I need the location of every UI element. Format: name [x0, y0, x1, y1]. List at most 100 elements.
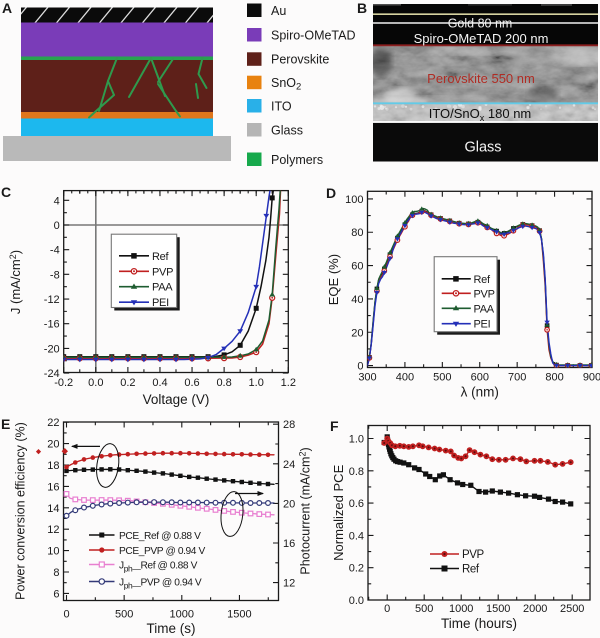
- svg-text:0: 0: [63, 609, 69, 621]
- svg-text:Ref: Ref: [152, 251, 169, 263]
- svg-text:4: 4: [54, 195, 60, 207]
- svg-text:F: F: [330, 418, 339, 434]
- svg-text:Photocurrent (mA/cm2): Photocurrent (mA/cm2): [298, 447, 313, 574]
- svg-text:6: 6: [53, 588, 59, 600]
- svg-text:0.8: 0.8: [349, 466, 364, 478]
- svg-text:0.0: 0.0: [88, 377, 103, 389]
- svg-text:300: 300: [358, 372, 376, 384]
- svg-text:Time (s): Time (s): [147, 621, 196, 636]
- svg-text:PAA: PAA: [152, 282, 173, 294]
- svg-text:1.0: 1.0: [349, 434, 364, 446]
- svg-text:1.2: 1.2: [281, 377, 296, 389]
- svg-text:PVP: PVP: [474, 288, 495, 300]
- svg-text:C: C: [1, 184, 11, 200]
- svg-text:-4: -4: [50, 245, 60, 257]
- svg-text:J (mA/cm2): J (mA/cm2): [8, 250, 23, 314]
- svg-text:0.4: 0.4: [152, 377, 167, 389]
- svg-text:ITO/SnOx 180 nm: ITO/SnOx 180 nm: [429, 106, 532, 123]
- svg-text:Spiro-OMeTAD 200 nm: Spiro-OMeTAD 200 nm: [414, 31, 549, 46]
- svg-text:Glass: Glass: [271, 123, 303, 137]
- svg-text:2500: 2500: [560, 603, 584, 615]
- svg-text:1000: 1000: [170, 609, 194, 621]
- svg-text:ITO: ITO: [271, 99, 292, 113]
- svg-text:0.2: 0.2: [349, 563, 364, 575]
- svg-text:500: 500: [415, 603, 433, 615]
- svg-text:-24: -24: [44, 368, 60, 380]
- svg-text:E: E: [1, 416, 10, 432]
- svg-text:22: 22: [47, 417, 59, 429]
- svg-text:0: 0: [54, 220, 60, 232]
- svg-text:Ref: Ref: [474, 274, 491, 286]
- svg-text:D: D: [326, 185, 336, 201]
- svg-text:PCE_PVP @ 0.94 V: PCE_PVP @ 0.94 V: [119, 546, 205, 557]
- svg-text:24: 24: [283, 459, 295, 471]
- svg-text:PVP: PVP: [462, 549, 485, 561]
- svg-text:40: 40: [351, 294, 363, 306]
- svg-text:1.0: 1.0: [249, 377, 264, 389]
- svg-text:A: A: [2, 0, 12, 16]
- svg-text:Perovskite 550 nm: Perovskite 550 nm: [427, 71, 535, 86]
- svg-text:20: 20: [47, 439, 59, 451]
- svg-text:Jph—Ref @ 0.88 V: Jph—Ref @ 0.88 V: [119, 561, 198, 574]
- svg-text:100: 100: [345, 194, 363, 206]
- svg-text:8: 8: [53, 567, 59, 579]
- svg-text:λ (nm): λ (nm): [461, 385, 499, 400]
- svg-text:Normalized PCE: Normalized PCE: [331, 464, 346, 560]
- svg-text:Spiro-OMeTAD: Spiro-OMeTAD: [271, 28, 356, 42]
- svg-text:PEI: PEI: [474, 319, 491, 331]
- svg-text:Jph—PVP @ 0.94 V: Jph—PVP @ 0.94 V: [119, 578, 202, 591]
- svg-text:PCE_Ref @ 0.88 V: PCE_Ref @ 0.88 V: [119, 531, 201, 542]
- svg-text:Glass: Glass: [464, 140, 501, 156]
- svg-text:2000: 2000: [523, 603, 547, 615]
- svg-text:0.6: 0.6: [349, 498, 364, 510]
- svg-text:16: 16: [283, 538, 295, 550]
- svg-text:Gold 80 nm: Gold 80 nm: [448, 17, 513, 31]
- svg-text:0.2: 0.2: [120, 377, 135, 389]
- svg-text:12: 12: [283, 578, 295, 590]
- svg-text:14: 14: [47, 503, 59, 515]
- svg-text:1500: 1500: [227, 609, 251, 621]
- svg-text:Perovskite: Perovskite: [271, 53, 329, 67]
- svg-text:18: 18: [47, 460, 59, 472]
- svg-text:0.6: 0.6: [184, 377, 199, 389]
- svg-text:60: 60: [351, 261, 363, 273]
- svg-text:500: 500: [433, 372, 451, 384]
- svg-text:PEI: PEI: [152, 297, 169, 309]
- svg-text:Polymers: Polymers: [271, 153, 323, 167]
- svg-text:900: 900: [583, 372, 600, 384]
- svg-text:EQE (%): EQE (%): [326, 254, 341, 305]
- svg-text:Ref: Ref: [462, 564, 480, 576]
- svg-text:600: 600: [471, 372, 489, 384]
- svg-text:10: 10: [47, 546, 59, 558]
- svg-text:80: 80: [351, 227, 363, 239]
- svg-text:-20: -20: [44, 343, 60, 355]
- svg-text:-16: -16: [44, 319, 60, 331]
- svg-text:20: 20: [351, 327, 363, 339]
- svg-text:PAA: PAA: [474, 303, 495, 315]
- svg-text:1000: 1000: [449, 603, 473, 615]
- svg-text:500: 500: [115, 609, 133, 621]
- svg-text:0.4: 0.4: [349, 530, 364, 542]
- svg-text:0: 0: [357, 361, 363, 373]
- svg-text:0.0: 0.0: [349, 595, 364, 607]
- svg-text:28: 28: [283, 419, 295, 431]
- svg-text:-8: -8: [50, 269, 60, 281]
- svg-text:-12: -12: [44, 294, 60, 306]
- svg-text:400: 400: [396, 372, 414, 384]
- svg-text:700: 700: [508, 372, 526, 384]
- svg-text:0.8: 0.8: [216, 377, 231, 389]
- svg-text:Time (hours): Time (hours): [441, 616, 517, 631]
- svg-text:800: 800: [545, 372, 563, 384]
- svg-text:16: 16: [47, 481, 59, 493]
- svg-text:Voltage (V): Voltage (V): [143, 392, 210, 407]
- svg-text:Au: Au: [271, 4, 286, 18]
- svg-text:SnO2: SnO2: [271, 76, 301, 93]
- svg-text:Power conversion efficiency (%: Power conversion efficiency (%): [14, 422, 28, 600]
- svg-text:0: 0: [384, 603, 390, 615]
- svg-text:1500: 1500: [486, 603, 510, 615]
- svg-text:12: 12: [47, 524, 59, 536]
- svg-text:-0.2: -0.2: [54, 377, 73, 389]
- svg-text:20: 20: [283, 498, 295, 510]
- svg-text:PVP: PVP: [152, 266, 173, 278]
- svg-text:B: B: [357, 0, 367, 16]
